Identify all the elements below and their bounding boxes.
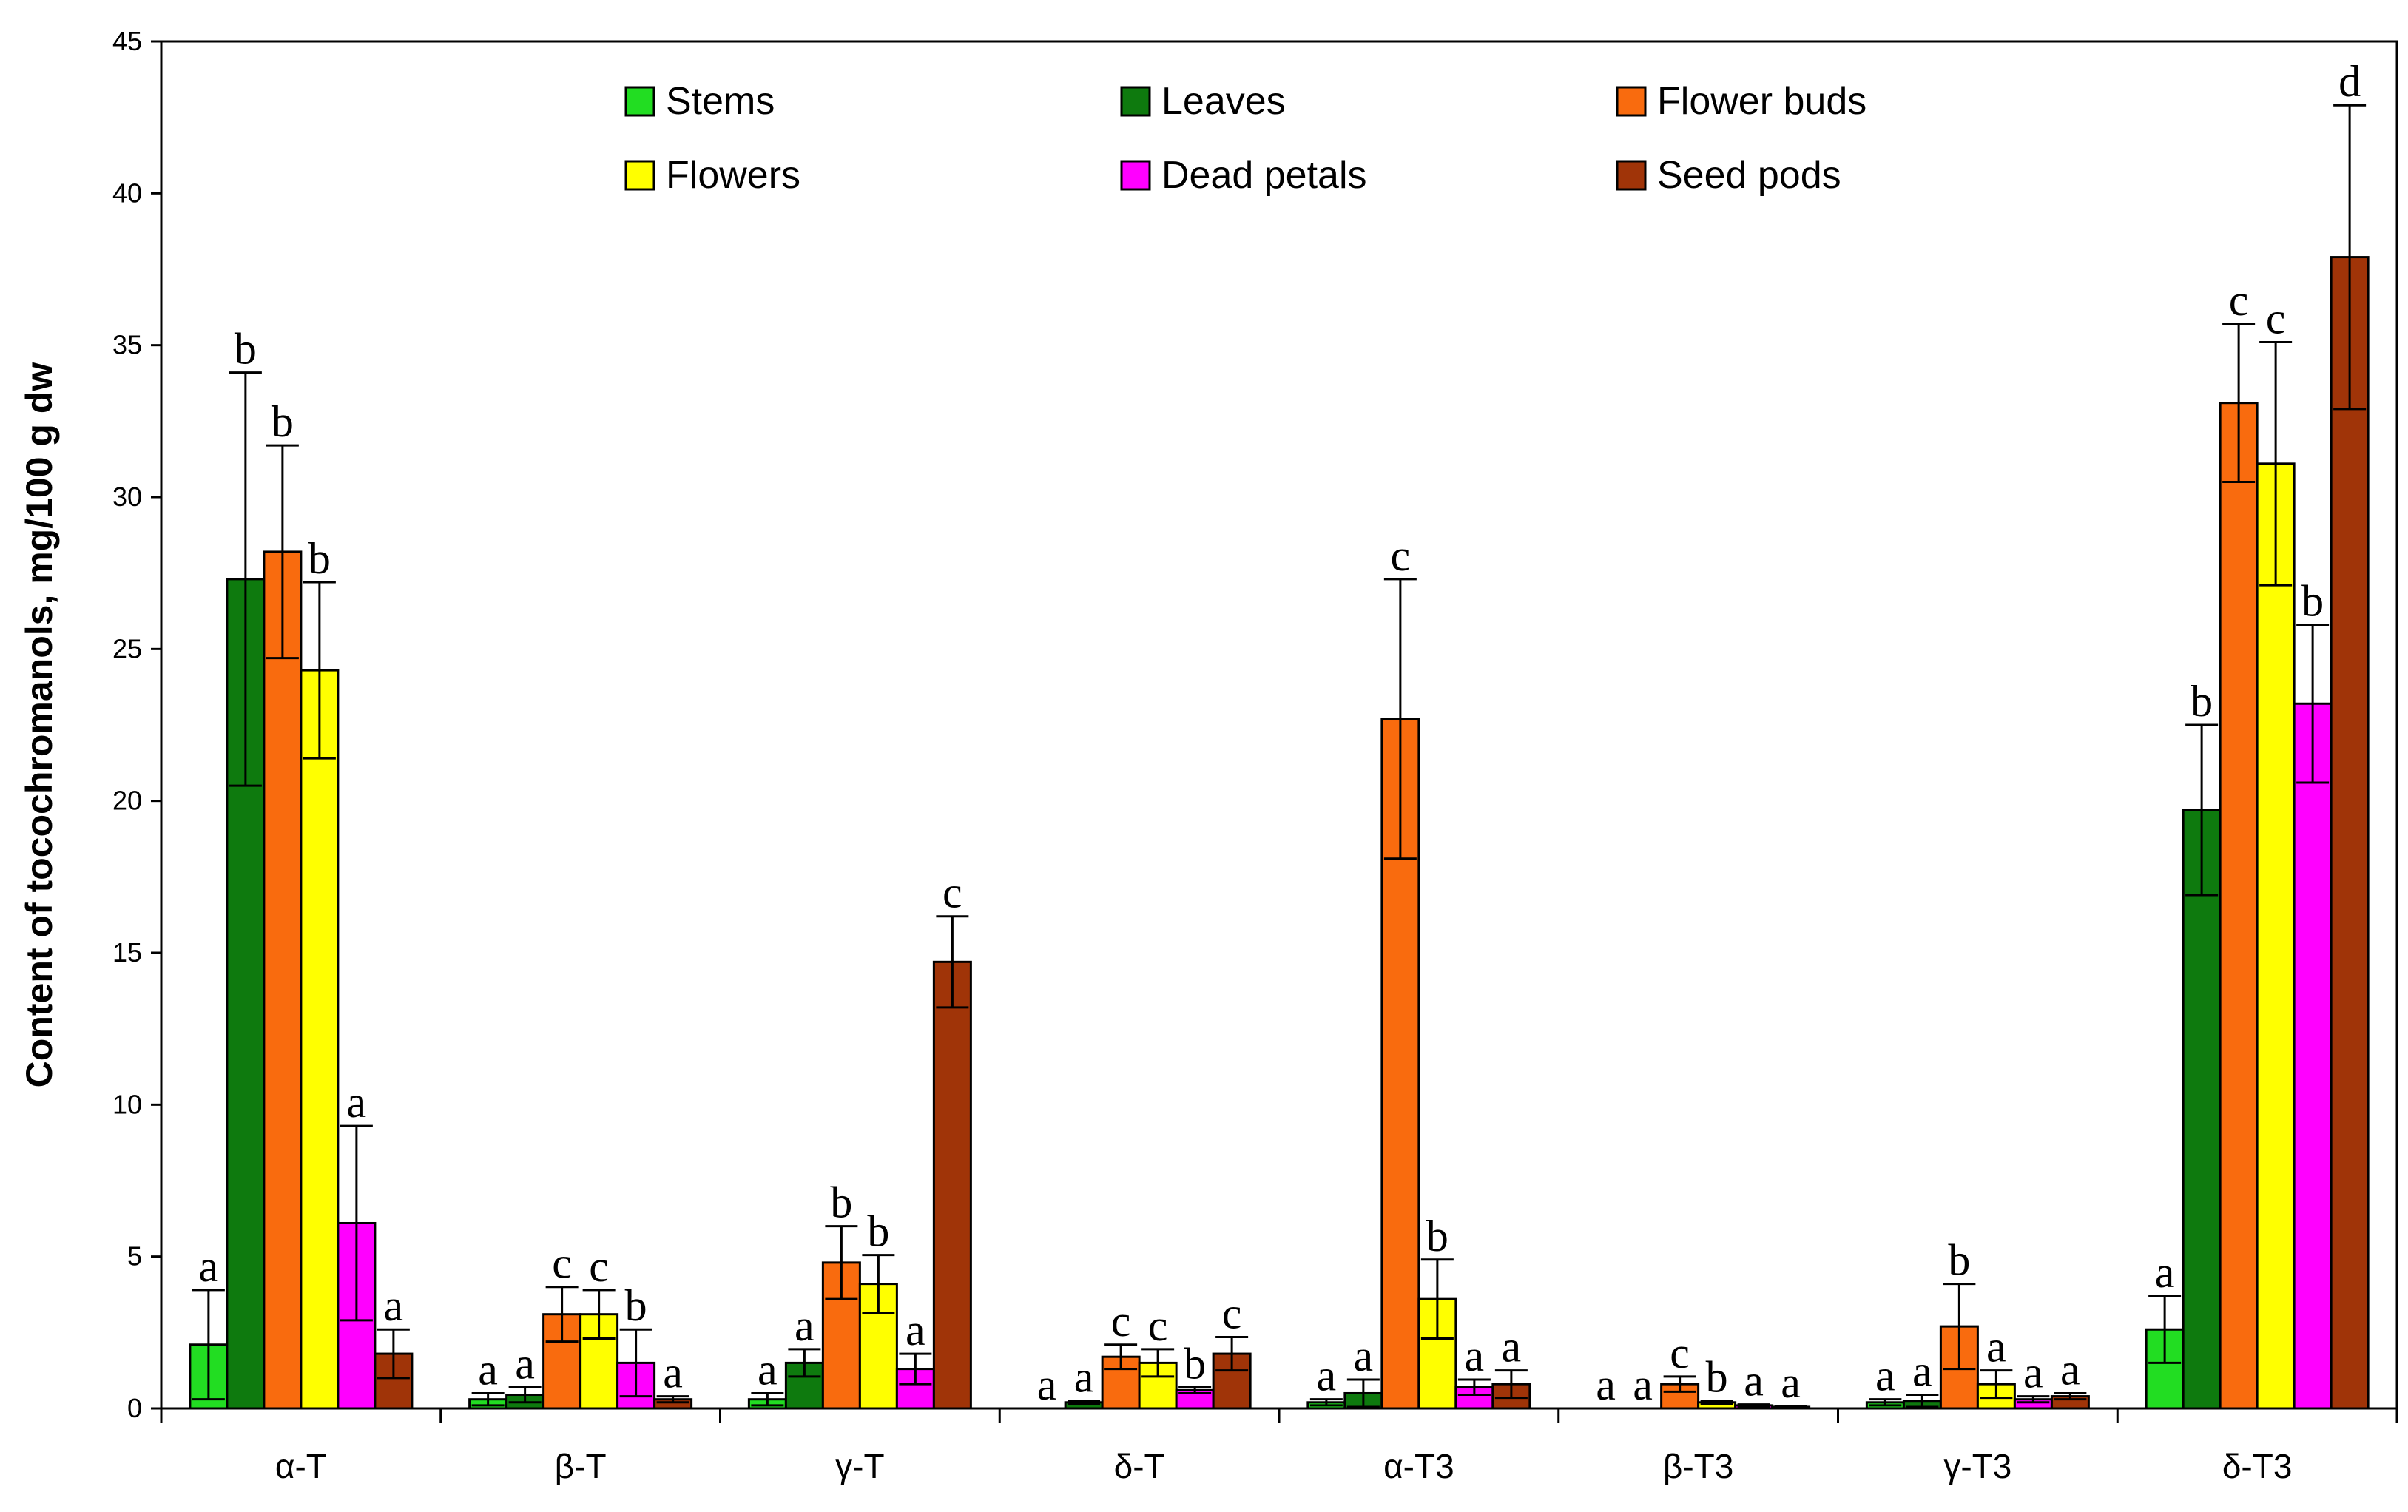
legend-swatch — [1616, 160, 1647, 191]
significance-letter: a — [1502, 1323, 1522, 1371]
legend-label: Seed pods — [1657, 154, 1841, 197]
significance-letter: c — [589, 1242, 609, 1291]
significance-letter: a — [1037, 1360, 1057, 1409]
legend-label: Stems — [666, 80, 775, 123]
x-tick-label: δ-T — [1114, 1447, 1165, 1485]
significance-letter: a — [347, 1078, 367, 1127]
significance-letter: a — [1744, 1357, 1764, 1405]
significance-letter: a — [2060, 1345, 2080, 1394]
y-tick-label: 45 — [112, 26, 142, 56]
bar — [263, 550, 303, 1410]
significance-letter: a — [758, 1345, 778, 1394]
significance-letter: c — [1111, 1297, 1131, 1346]
significance-letter: c — [1148, 1301, 1168, 1350]
bar — [2256, 462, 2296, 1410]
legend-label: Flowers — [666, 154, 800, 197]
x-tick-label: β-T — [555, 1447, 607, 1485]
significance-letter: a — [1596, 1360, 1616, 1409]
significance-letter: c — [1391, 531, 1411, 580]
significance-letter: b — [1426, 1212, 1448, 1260]
significance-letter: a — [1074, 1353, 1094, 1402]
legend-label: Dead petals — [1161, 154, 1367, 197]
y-tick-label: 35 — [112, 330, 142, 360]
bar — [2219, 402, 2259, 1410]
chart-legend: Stems Leaves Flower buds Flowers Dead petals… — [624, 80, 1866, 197]
significance-letter: a — [2023, 1349, 2043, 1397]
significance-letter: b — [867, 1207, 889, 1256]
y-tick-label: 25 — [112, 633, 142, 664]
significance-letter: a — [1875, 1351, 1895, 1400]
legend-label: Flower buds — [1657, 80, 1866, 123]
significance-letter: b — [272, 397, 294, 446]
y-tick-label: 10 — [112, 1089, 142, 1119]
legend-swatch — [624, 86, 655, 117]
significance-letter: c — [2229, 276, 2249, 325]
significance-letter: c — [942, 868, 962, 917]
significance-letter: c — [1670, 1329, 1690, 1377]
significance-letter: b — [1184, 1339, 1206, 1388]
significance-letter: a — [199, 1242, 219, 1291]
legend-swatch — [1120, 160, 1151, 191]
bar — [932, 960, 972, 1410]
significance-letter: c — [552, 1239, 572, 1288]
significance-letter: a — [515, 1339, 535, 1388]
significance-letter: b — [235, 325, 257, 374]
significance-letter: a — [1781, 1358, 1801, 1407]
x-tick-label: γ-T3 — [1943, 1447, 2011, 1485]
significance-letter: b — [830, 1178, 852, 1227]
significance-letter: a — [1912, 1347, 1932, 1396]
y-tick-label: 15 — [112, 937, 142, 968]
significance-letter: c — [2266, 294, 2286, 343]
significance-letter: a — [1986, 1323, 2006, 1371]
significance-letter: a — [663, 1349, 683, 1397]
y-tick-label: 0 — [127, 1393, 142, 1423]
y-tick-label: 40 — [112, 178, 142, 208]
significance-letter: d — [2338, 57, 2361, 106]
significance-letter: a — [2155, 1248, 2175, 1297]
plot-frame — [160, 40, 2398, 1410]
legend-swatch — [1616, 86, 1647, 117]
y-axis-label: Content of tocochromanols, mg/100 g dw — [18, 362, 60, 1088]
significance-letter: b — [625, 1281, 647, 1330]
significance-letter: b — [1706, 1353, 1728, 1402]
significance-letter: c — [1222, 1289, 1242, 1337]
significance-letter: a — [1317, 1351, 1337, 1400]
x-tick-label: α-T — [275, 1447, 327, 1485]
significance-letter: b — [308, 534, 331, 583]
bar — [2293, 702, 2333, 1410]
significance-letter: a — [384, 1281, 404, 1330]
x-tick-label: δ-T3 — [2222, 1447, 2293, 1485]
significance-letter: a — [1465, 1332, 1485, 1380]
significance-letter: a — [1354, 1332, 1374, 1380]
significance-letter: b — [2301, 576, 2324, 625]
legend-swatch — [624, 160, 655, 191]
significance-letter: a — [478, 1345, 498, 1394]
y-tick-label: 20 — [112, 786, 142, 816]
y-tick-label: 5 — [127, 1241, 142, 1272]
significance-letter: a — [795, 1301, 815, 1350]
significance-letter: b — [2191, 677, 2213, 726]
x-tick-label: α-T3 — [1383, 1447, 1454, 1485]
legend-label: Leaves — [1161, 80, 1286, 123]
significance-letter: a — [1633, 1360, 1653, 1409]
chart-axes: 0 5 10 15 20 25 30 35 40 45 α-T β-T γ-T δ-T α-T3 β-T3 γ-… — [112, 26, 2398, 1485]
significance-letter: b — [1948, 1236, 1970, 1285]
bar — [2182, 809, 2222, 1410]
bar — [300, 669, 340, 1410]
legend-swatch — [1120, 86, 1151, 117]
x-tick-label: γ-T — [835, 1447, 884, 1485]
chart-bars — [189, 104, 2370, 1410]
x-tick-label: β-T3 — [1663, 1447, 1733, 1485]
significance-letter: a — [905, 1306, 925, 1354]
bar — [2330, 256, 2370, 1410]
y-tick-label: 30 — [112, 482, 142, 512]
